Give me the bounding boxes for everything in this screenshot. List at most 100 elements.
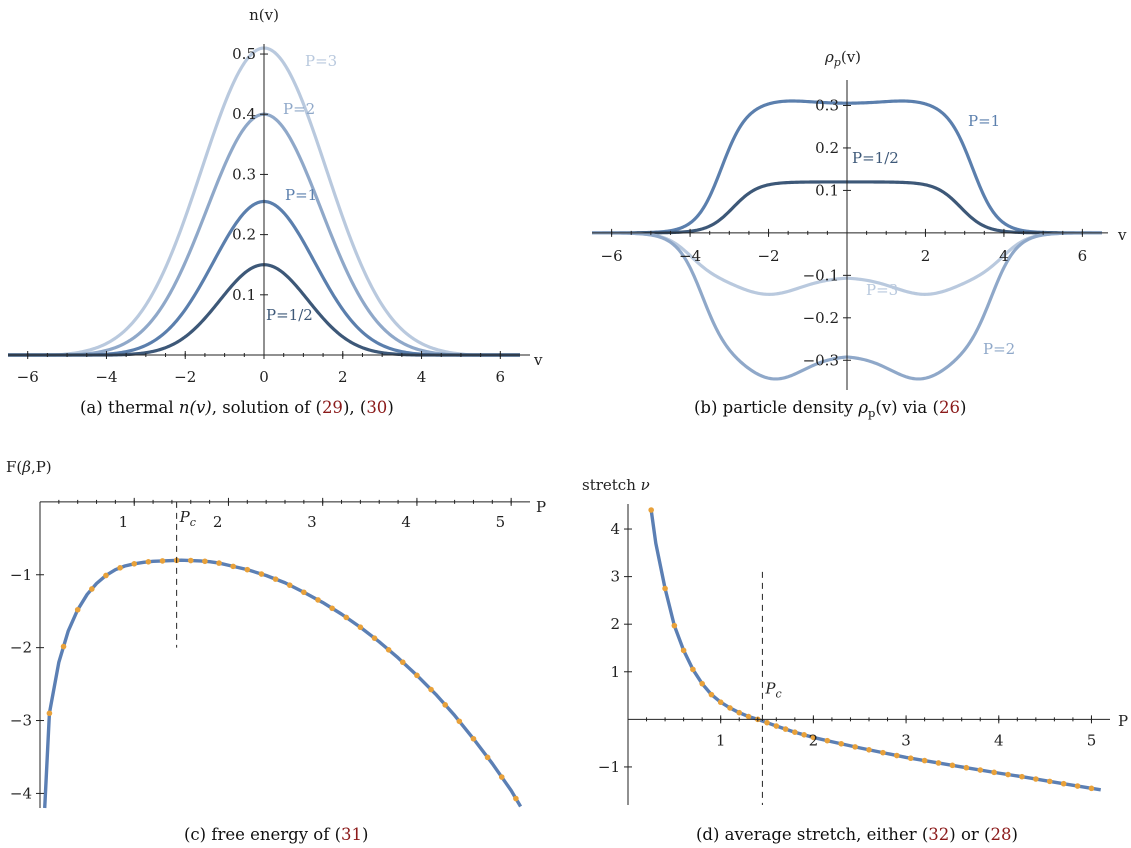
y-axis-label: ρp(v) bbox=[824, 48, 861, 69]
caption-b: (b) particle density ρp(v) via (26) bbox=[694, 398, 966, 420]
data-point bbox=[272, 576, 279, 582]
data-point bbox=[764, 719, 770, 726]
x-tick-label: 6 bbox=[1078, 247, 1088, 265]
data-point bbox=[699, 680, 705, 687]
data-point bbox=[977, 767, 984, 773]
data-point bbox=[230, 563, 236, 570]
ref-link-29[interactable]: 29 bbox=[322, 398, 343, 417]
data-point bbox=[907, 755, 914, 762]
caption-c: (c) free energy of (31) bbox=[184, 825, 368, 844]
data-point bbox=[343, 614, 350, 621]
data-point bbox=[991, 769, 997, 776]
y-tick-label: 0.3 bbox=[815, 96, 839, 114]
data-point bbox=[60, 643, 67, 650]
data-point bbox=[286, 582, 293, 588]
data-point bbox=[792, 729, 798, 736]
series-label-P=3: P=3 bbox=[866, 281, 898, 299]
data-point bbox=[894, 752, 900, 759]
data-point bbox=[187, 557, 194, 564]
ref-link-32[interactable]: 32 bbox=[928, 825, 949, 844]
data-point bbox=[46, 710, 53, 717]
data-point bbox=[921, 757, 928, 764]
data-point bbox=[244, 566, 251, 573]
y-axis-label: F(β,P) bbox=[6, 458, 52, 476]
ref-link-31[interactable]: 31 bbox=[341, 825, 362, 844]
x-axis-label: P bbox=[1118, 712, 1128, 730]
y-tick-label: 0.2 bbox=[815, 139, 839, 157]
series-label-P=2: P=2 bbox=[983, 340, 1015, 358]
data-point bbox=[801, 732, 807, 738]
series-label-P=1/2: P=1/2 bbox=[852, 149, 899, 167]
y-tick-label: −1 bbox=[598, 758, 620, 776]
x-tick-label: 2 bbox=[338, 368, 348, 386]
data-point bbox=[727, 705, 733, 711]
caption-a: (a) thermal n(v), solution of (29), (30) bbox=[80, 398, 394, 417]
data-point bbox=[680, 647, 687, 654]
data-point bbox=[671, 622, 678, 629]
data-point bbox=[74, 606, 81, 613]
ref-link-30[interactable]: 30 bbox=[366, 398, 387, 417]
data-point bbox=[498, 774, 505, 780]
x-tick-label: −4 bbox=[95, 368, 117, 386]
y-tick-label: 0.1 bbox=[232, 286, 256, 304]
y-axis-label: stretch ν bbox=[582, 476, 650, 494]
x-tick-label: 2 bbox=[809, 731, 819, 749]
data-point bbox=[648, 507, 654, 513]
x-axis-label: v bbox=[1117, 226, 1127, 244]
data-point bbox=[1019, 773, 1025, 780]
data-point bbox=[1088, 785, 1095, 792]
data-point bbox=[1074, 783, 1081, 789]
y-axis-label: n(v) bbox=[249, 6, 279, 24]
x-tick-label: −4 bbox=[679, 247, 701, 265]
y-tick-label: 0.4 bbox=[232, 105, 256, 123]
data-point bbox=[866, 747, 872, 753]
data-point bbox=[414, 672, 420, 679]
data-point bbox=[662, 585, 668, 592]
data-point bbox=[202, 558, 208, 565]
panel-b-particle-density: −6 −4 −2 2 4 6 0.3 0.2 0.1 −0.1 −0.2 −0.3 ρp(v) v P=1 P… bbox=[591, 48, 1127, 390]
data-point bbox=[428, 686, 434, 693]
panel-d-average-stretch: 1 2 3 4 5 4 3 2 1 −1 Pc stretch ν P bbox=[582, 476, 1128, 805]
y-tick-label: 2 bbox=[610, 615, 620, 633]
series-label-P=1: P=1 bbox=[968, 112, 1000, 130]
x-tick-label: 3 bbox=[307, 513, 317, 531]
data-point bbox=[385, 647, 392, 653]
data-point bbox=[216, 560, 222, 566]
y-tick-label: −0.3 bbox=[803, 351, 839, 369]
y-tick-label: 1 bbox=[610, 663, 620, 681]
data-point bbox=[736, 709, 743, 716]
data-point bbox=[357, 624, 364, 631]
data-point bbox=[852, 744, 858, 750]
data-point bbox=[949, 762, 956, 769]
series-label-P=3: P=3 bbox=[305, 52, 337, 70]
data-point bbox=[470, 735, 477, 742]
data-point bbox=[484, 754, 491, 761]
data-point bbox=[810, 734, 817, 741]
x-tick-label: 4 bbox=[417, 368, 427, 386]
data-point bbox=[301, 589, 307, 596]
data-point bbox=[824, 737, 831, 744]
y-tick-label: −1 bbox=[10, 566, 32, 584]
x-axis-label: v bbox=[533, 351, 543, 369]
data-point bbox=[717, 699, 724, 706]
y-tick-label: −3 bbox=[10, 712, 32, 730]
data-point bbox=[442, 702, 448, 708]
data-point bbox=[315, 597, 321, 603]
data-point bbox=[1046, 778, 1053, 785]
x-tick-label: −2 bbox=[757, 247, 779, 265]
ref-link-28[interactable]: 28 bbox=[990, 825, 1011, 844]
y-tick-label: −0.2 bbox=[803, 309, 839, 327]
critical-label: Pc bbox=[764, 679, 781, 700]
data-point bbox=[1033, 776, 1039, 782]
data-point bbox=[1005, 771, 1011, 778]
data-point bbox=[1060, 780, 1067, 787]
data-point bbox=[745, 713, 752, 720]
series-label-P=2: P=2 bbox=[283, 100, 315, 118]
data-point bbox=[708, 691, 715, 698]
data-point bbox=[371, 635, 378, 641]
caption-d: (d) average stretch, either (32) or (28) bbox=[696, 825, 1018, 844]
ref-link-26[interactable]: 26 bbox=[939, 398, 960, 417]
y-tick-label: 3 bbox=[610, 568, 620, 586]
data-point bbox=[935, 760, 942, 766]
